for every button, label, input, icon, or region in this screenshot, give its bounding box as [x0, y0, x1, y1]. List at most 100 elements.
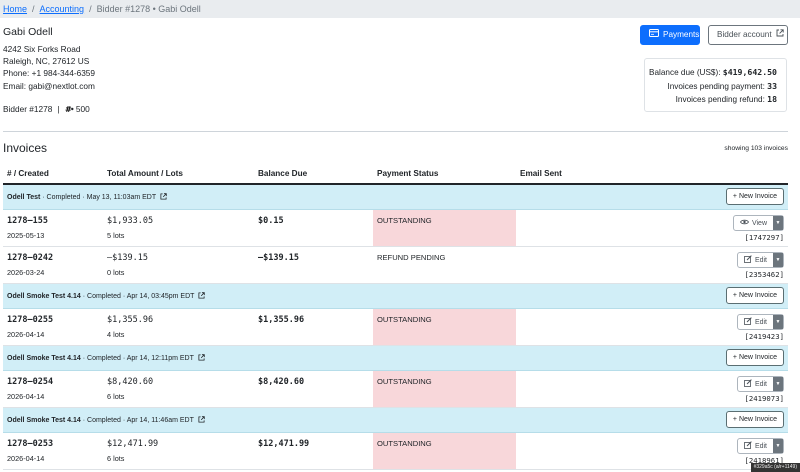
pending-refund-count: 18 — [767, 94, 777, 104]
caret-down-icon: ▼ — [775, 220, 781, 226]
eye-icon — [739, 219, 749, 227]
edit-icon — [744, 441, 752, 451]
invoice-reference: [2353462] — [744, 270, 784, 279]
invoice-reference: [2418961] — [744, 456, 784, 465]
payment-status: OUTSTANDING — [373, 309, 516, 345]
new-invoice-button[interactable]: + New Invoice — [726, 287, 784, 304]
payment-status: OUTSTANDING — [373, 433, 516, 469]
paddle-icon: # — [65, 104, 74, 114]
invoice-row[interactable]: 1278–0255 2026-04-14 $1,355.96 4 lots $1… — [3, 309, 788, 346]
invoice-total: –$139.15 — [107, 253, 148, 263]
edit-button[interactable]: Edit — [738, 315, 773, 329]
edit-label: Edit — [754, 318, 767, 326]
edit-button[interactable]: Edit — [738, 439, 773, 453]
invoice-total: $12,471.99 — [107, 439, 159, 449]
invoice-row[interactable]: 1278–0254 2026-04-14 $8,420.60 6 lots $8… — [3, 371, 788, 408]
breadcrumb-separator: / — [32, 4, 35, 14]
edit-label: Edit — [754, 256, 767, 264]
debug-version-badge: #329a5c (a/r+1149) — [750, 463, 800, 472]
edit-icon — [744, 317, 752, 327]
bidder-phone: Phone: +1 984-344-6359 — [3, 68, 96, 79]
actions-dropdown-toggle[interactable]: ▼ — [773, 253, 783, 267]
invoice-total: $1,933.05 — [107, 216, 154, 226]
invoice-row[interactable]: 1278–155 2025-05-13 $1,933.05 5 lots $0.… — [3, 210, 788, 247]
new-invoice-button[interactable]: + New Invoice — [726, 411, 784, 428]
pending-payment-label: Invoices pending payment: — [667, 81, 765, 91]
invoice-reference: [2419073] — [744, 394, 784, 403]
breadcrumb-current: Bidder #1278 • Gabi Odell — [96, 4, 201, 14]
payment-status: OUTSTANDING — [373, 210, 516, 246]
invoice-action-group: Edit ▼ — [736, 376, 784, 392]
invoice-date: 2026-04-14 — [7, 392, 45, 401]
invoice-lots: 5 lots — [107, 231, 125, 240]
view-button[interactable]: View — [734, 216, 773, 230]
edit-button[interactable]: Edit — [738, 253, 773, 267]
invoice-date: 2025-05-13 — [7, 231, 45, 240]
sale-name: Odell Test — [7, 194, 41, 201]
breadcrumb-accounting-link[interactable]: Accounting — [39, 4, 85, 14]
sale-name: Odell Smoke Test 4.14 — [7, 417, 81, 424]
invoice-row[interactable]: 1278–0253 2026-04-14 $12,471.99 6 lots $… — [3, 433, 788, 470]
breadcrumb-separator: / — [89, 4, 92, 14]
bidder-account-button[interactable]: Bidder account — [708, 25, 788, 45]
balance-due-line: Balance due (US$): $419,642.50 — [645, 66, 777, 80]
invoice-number[interactable]: 1278–0255 — [7, 315, 54, 325]
external-link-icon[interactable] — [198, 416, 205, 425]
sale-meta: · Completed · May 13, 11:03am EDT — [40, 194, 157, 201]
caret-down-icon: ▼ — [775, 381, 781, 387]
invoice-number[interactable]: 1278–0254 — [7, 377, 54, 387]
actions-dropdown-toggle[interactable]: ▼ — [773, 439, 783, 453]
invoice-lots: 4 lots — [107, 330, 125, 339]
invoices-heading: Invoices — [3, 141, 48, 155]
new-invoice-button[interactable]: + New Invoice — [726, 188, 784, 205]
invoice-table-header: # / Created Total Amount / Lots Balance … — [3, 166, 788, 185]
sale-group-header: Odell Test · Completed · May 13, 11:03am… — [3, 185, 788, 210]
column-header-total: Total Amount / Lots — [107, 169, 183, 178]
invoice-number[interactable]: 1278–0242 — [7, 253, 54, 263]
external-link-icon[interactable] — [160, 193, 167, 202]
sale-group-header: Odell Smoke Test 4.14 · Completed · Apr … — [3, 408, 788, 433]
actions-dropdown-toggle[interactable]: ▼ — [773, 377, 783, 391]
sale-name: Odell Smoke Test 4.14 — [7, 355, 81, 362]
edit-button[interactable]: Edit — [738, 377, 773, 391]
balance-summary-card: Balance due (US$): $419,642.50 Invoices … — [644, 58, 787, 112]
invoice-row[interactable]: 1278–0242 2026-03-24 –$139.15 0 lots –$1… — [3, 247, 788, 284]
invoice-balance: $1,355.96 — [258, 315, 305, 325]
bidder-number: Bidder #1278 — [3, 104, 53, 114]
external-link-icon[interactable] — [198, 292, 206, 301]
caret-down-icon: ▼ — [775, 319, 781, 325]
invoice-number[interactable]: 1278–155 — [7, 216, 48, 226]
new-invoice-button[interactable]: + New Invoice — [726, 349, 784, 366]
pending-payment-count: 33 — [767, 80, 777, 91]
payments-icon — [649, 26, 659, 44]
invoice-action-group: Edit ▼ — [736, 252, 784, 268]
invoice-balance: $8,420.60 — [258, 377, 305, 387]
edit-label: Edit — [754, 380, 767, 388]
view-label: View — [751, 219, 767, 227]
section-divider — [3, 131, 788, 132]
bidder-address: 4242 Six Forks Road Raleigh, NC, 27612 U… — [3, 43, 95, 92]
caret-down-icon: ▼ — [775, 257, 781, 263]
invoice-number[interactable]: 1278–0253 — [7, 439, 54, 449]
sale-name: Odell Smoke Test 4.14 — [7, 293, 81, 300]
breadcrumb: Home / Accounting / Bidder #1278 • Gabi Odel… — [0, 0, 800, 18]
address-city: Raleigh, NC, 27612 US — [3, 56, 90, 67]
payments-button[interactable]: Payments — [640, 25, 700, 45]
bidder-account-label: Bidder account — [717, 30, 772, 39]
sale-meta: · Completed · Apr 14, 12:11pm EDT — [80, 355, 194, 362]
invoice-reference: [2419423] — [744, 332, 784, 341]
breadcrumb-home-link[interactable]: Home — [3, 4, 28, 14]
invoice-lots: 6 lots — [107, 392, 125, 401]
balance-due-label: Balance due (US$): — [649, 68, 721, 77]
actions-dropdown-toggle[interactable]: ▼ — [773, 216, 783, 230]
bidder-email: Email: gabi@nextlot.com — [3, 80, 95, 91]
invoice-date: 2026-03-24 — [7, 268, 45, 277]
edit-label: Edit — [754, 442, 767, 450]
invoice-action-group: Edit ▼ — [736, 314, 784, 330]
invoice-balance: $0.15 — [258, 216, 284, 226]
external-link-icon[interactable] — [198, 354, 205, 363]
payments-label: Payments — [663, 30, 700, 39]
svg-text:#: # — [65, 105, 72, 113]
actions-dropdown-toggle[interactable]: ▼ — [773, 315, 783, 329]
column-header-payment-status: Payment Status — [377, 169, 439, 178]
